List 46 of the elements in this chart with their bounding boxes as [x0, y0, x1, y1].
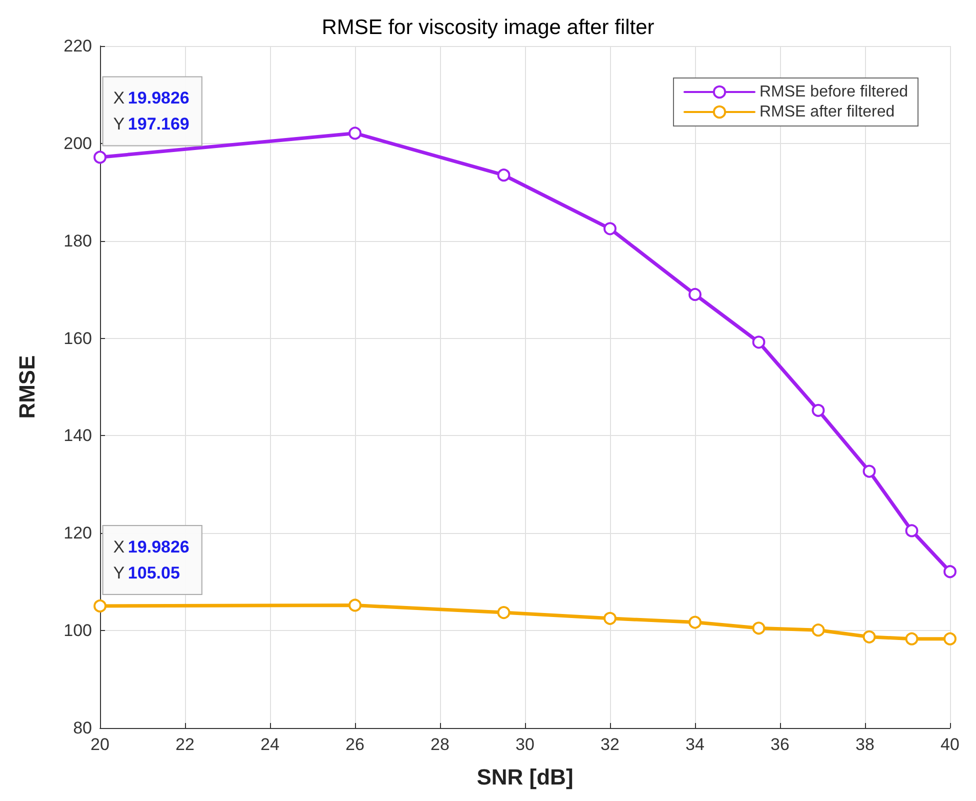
point	[604, 222, 616, 236]
y-tick-label: 80	[73, 718, 92, 738]
x-tick-label: 24	[260, 735, 280, 754]
point	[497, 606, 510, 620]
point	[862, 630, 876, 644]
x-tick-label: 34	[686, 735, 704, 754]
y-tick-label: 180	[64, 231, 92, 250]
annotation: X 19.9826 Y 197.169	[113, 88, 190, 134]
x-tick-label: 26	[346, 735, 364, 754]
point	[752, 622, 766, 635]
point	[944, 632, 956, 646]
y-axis-title: RMSE	[14, 355, 40, 419]
y-tick-label: 120	[64, 524, 92, 543]
x-axis-title: SNR [dB]	[476, 764, 574, 790]
point	[905, 632, 918, 646]
x-tick-label: 30	[516, 735, 534, 754]
y-tick-label: 200	[64, 134, 92, 153]
legend-label: RMSE after filtered	[759, 104, 895, 120]
annotation: X 19.9826 Y 105.05	[113, 537, 190, 582]
x-tick-label: 32	[600, 735, 620, 754]
x-tick-label: 38	[856, 735, 874, 754]
y-tick-label: 140	[64, 426, 92, 446]
point	[752, 336, 766, 349]
legend-label: RMSE before filtered	[759, 84, 908, 100]
point	[812, 624, 825, 637]
y-tick-label: 100	[64, 621, 92, 640]
point	[497, 168, 510, 182]
point	[688, 288, 702, 301]
point	[944, 565, 956, 578]
point	[604, 612, 616, 625]
chart-title: RMSE for viscosity image after filter	[322, 16, 654, 39]
point	[94, 150, 106, 164]
point	[688, 616, 702, 629]
point	[862, 464, 876, 478]
x-tick-label: 22	[176, 735, 194, 754]
y-tick-label: 220	[64, 36, 92, 56]
point	[905, 524, 918, 538]
x-tick-label: 40	[940, 735, 960, 754]
y-tick-label: 160	[64, 328, 92, 348]
point	[348, 126, 362, 140]
point	[812, 404, 825, 417]
x-tick-label: 36	[770, 735, 790, 754]
x-tick-label: 20	[90, 735, 110, 754]
x-tick-label: 28	[430, 735, 450, 754]
point	[348, 598, 362, 612]
point	[94, 599, 106, 612]
